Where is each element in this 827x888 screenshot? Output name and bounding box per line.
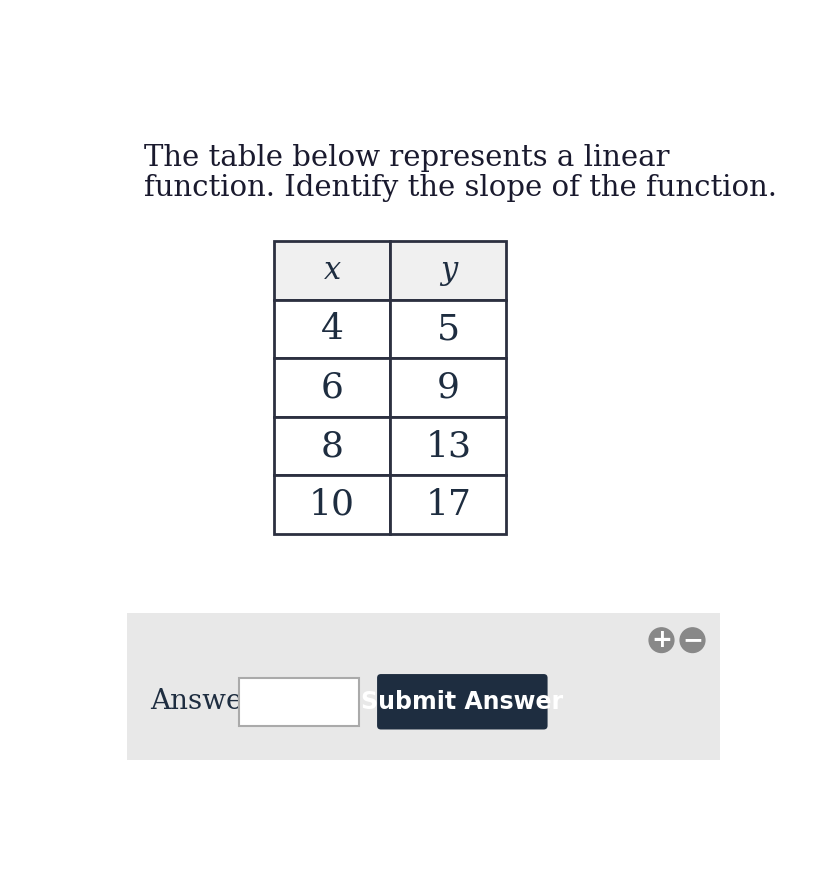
Bar <box>274 359 390 416</box>
Circle shape <box>679 628 704 653</box>
Text: 10: 10 <box>308 488 355 521</box>
Text: Answer:: Answer: <box>150 688 265 715</box>
Text: 9: 9 <box>437 370 459 405</box>
Bar <box>390 416 506 475</box>
FancyBboxPatch shape <box>376 674 547 729</box>
Bar <box>390 475 506 534</box>
Text: Submit Answer: Submit Answer <box>361 690 562 714</box>
Text: −: − <box>681 628 702 652</box>
Text: x: x <box>323 255 341 286</box>
Text: 17: 17 <box>425 488 471 521</box>
Bar <box>390 359 506 416</box>
Bar <box>127 614 719 759</box>
Text: The table below represents a linear: The table below represents a linear <box>144 144 668 171</box>
Bar <box>274 475 390 534</box>
Text: y: y <box>439 255 457 286</box>
Text: 4: 4 <box>320 312 343 346</box>
Bar <box>390 242 506 300</box>
Text: +: + <box>650 628 672 652</box>
Bar <box>390 300 506 359</box>
Text: 13: 13 <box>425 429 471 464</box>
Bar <box>274 242 390 300</box>
Bar <box>274 416 390 475</box>
Text: 6: 6 <box>320 370 343 405</box>
Text: function. Identify the slope of the function.: function. Identify the slope of the func… <box>144 173 776 202</box>
Circle shape <box>648 628 673 653</box>
Text: 5: 5 <box>437 312 459 346</box>
Bar <box>239 678 359 725</box>
Bar <box>274 300 390 359</box>
Text: 8: 8 <box>320 429 343 464</box>
